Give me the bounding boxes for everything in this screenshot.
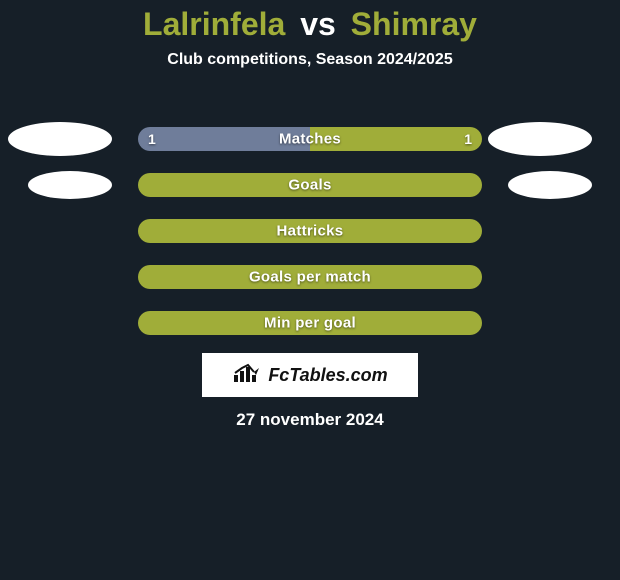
brand-chart-icon bbox=[232, 362, 262, 389]
stat-label: Goals bbox=[138, 177, 482, 194]
stat-row: Goals bbox=[0, 162, 620, 208]
stat-value-left: 1 bbox=[148, 131, 156, 147]
stat-label: Matches bbox=[138, 131, 482, 148]
player-left-photo-small bbox=[28, 171, 112, 199]
stat-row: Goals per match bbox=[0, 254, 620, 300]
stats-rows: Matches1 1 Goals Hattricks Goals per match Mi… bbox=[0, 116, 620, 346]
stat-row: Matches1 1 bbox=[0, 116, 620, 162]
stat-label: Goals per match bbox=[138, 269, 482, 286]
stat-bar: Matches1 1 bbox=[138, 127, 482, 151]
player-left-photo bbox=[8, 122, 112, 156]
stat-value-right: 1 bbox=[464, 131, 472, 147]
stat-bar: Min per goal bbox=[138, 311, 482, 335]
title-left-name: Lalrinfela bbox=[143, 6, 285, 42]
title-vs: vs bbox=[300, 6, 336, 42]
player-right-photo bbox=[488, 122, 592, 156]
page-title: Lalrinfela vs Shimray bbox=[0, 0, 620, 43]
title-right-name: Shimray bbox=[351, 6, 477, 42]
stat-bar: Hattricks bbox=[138, 219, 482, 243]
stat-bar: Goals bbox=[138, 173, 482, 197]
stat-row: Hattricks bbox=[0, 208, 620, 254]
stat-row: Min per goal bbox=[0, 300, 620, 346]
subtitle: Club competitions, Season 2024/2025 bbox=[0, 51, 620, 69]
date-line: 27 november 2024 bbox=[0, 410, 620, 430]
player-right-photo-small bbox=[508, 171, 592, 199]
brand-box: FcTables.com bbox=[202, 353, 418, 397]
stat-label: Min per goal bbox=[138, 315, 482, 332]
stat-bar: Goals per match bbox=[138, 265, 482, 289]
stat-label: Hattricks bbox=[138, 223, 482, 240]
brand-text: FcTables.com bbox=[268, 365, 387, 386]
